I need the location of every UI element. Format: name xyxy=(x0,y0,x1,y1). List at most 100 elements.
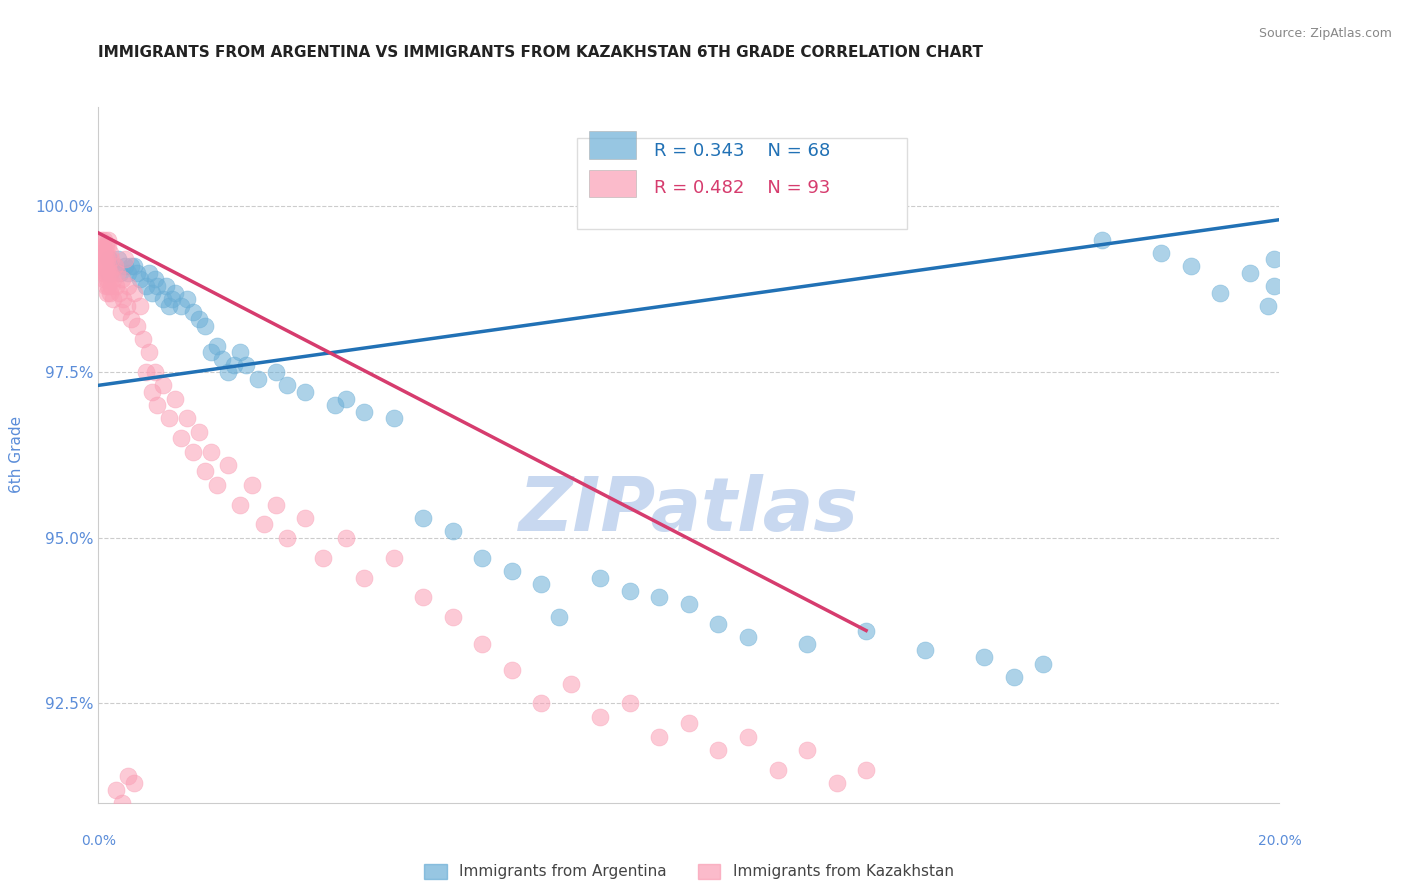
Point xyxy=(200,345,222,359)
Point xyxy=(90,233,112,247)
Point xyxy=(117,769,139,783)
Point xyxy=(98,252,121,267)
Point xyxy=(589,709,612,723)
Point xyxy=(678,597,700,611)
Point xyxy=(707,743,730,757)
Point xyxy=(1150,245,1173,260)
Point xyxy=(1180,259,1202,273)
Point xyxy=(353,405,375,419)
Point xyxy=(157,411,180,425)
Point xyxy=(141,384,163,399)
Point xyxy=(176,411,198,425)
Point xyxy=(97,239,120,253)
Point xyxy=(187,312,209,326)
Point xyxy=(678,716,700,731)
Point xyxy=(382,411,405,425)
Point xyxy=(138,266,160,280)
Point xyxy=(138,345,160,359)
Point xyxy=(170,299,193,313)
FancyBboxPatch shape xyxy=(589,131,636,159)
Point xyxy=(143,272,166,286)
Point xyxy=(135,365,157,379)
Point xyxy=(412,591,434,605)
Point xyxy=(93,259,115,273)
Point xyxy=(94,239,117,253)
Point xyxy=(973,650,995,665)
Point xyxy=(200,444,222,458)
Point xyxy=(94,266,117,280)
Point xyxy=(471,550,494,565)
Point xyxy=(141,285,163,300)
Point xyxy=(187,425,209,439)
Point xyxy=(766,763,789,777)
Point xyxy=(90,245,112,260)
Point xyxy=(157,299,180,313)
Point xyxy=(111,796,134,810)
Point xyxy=(229,345,252,359)
Point xyxy=(110,305,132,319)
Point xyxy=(825,776,848,790)
Point xyxy=(93,233,115,247)
Point xyxy=(122,285,145,300)
Point xyxy=(294,384,316,399)
Point xyxy=(264,498,287,512)
Point xyxy=(108,266,131,280)
Point xyxy=(353,570,375,584)
Point xyxy=(335,531,357,545)
Point xyxy=(176,292,198,306)
Point xyxy=(146,279,169,293)
Point xyxy=(181,444,204,458)
Point xyxy=(382,550,405,565)
Text: IMMIGRANTS FROM ARGENTINA VS IMMIGRANTS FROM KAZAKHSTAN 6TH GRADE CORRELATION CH: IMMIGRANTS FROM ARGENTINA VS IMMIGRANTS … xyxy=(98,45,983,60)
Point xyxy=(115,299,138,313)
Point xyxy=(143,365,166,379)
Point xyxy=(335,392,357,406)
Point xyxy=(98,266,121,280)
Point xyxy=(125,318,148,333)
Point xyxy=(648,591,671,605)
Point xyxy=(194,465,217,479)
Text: 20.0%: 20.0% xyxy=(1257,834,1302,848)
Legend: Immigrants from Argentina, Immigrants from Kazakhstan: Immigrants from Argentina, Immigrants fr… xyxy=(418,857,960,886)
Point xyxy=(91,239,114,253)
Point xyxy=(205,477,228,491)
Point xyxy=(170,431,193,445)
Point xyxy=(1209,285,1232,300)
Point xyxy=(100,279,122,293)
Point xyxy=(97,233,120,247)
Point xyxy=(98,266,121,280)
Point xyxy=(530,697,553,711)
Point xyxy=(146,398,169,412)
Point xyxy=(114,252,136,267)
Point xyxy=(96,285,118,300)
Point xyxy=(162,292,183,306)
Point xyxy=(122,259,145,273)
Point xyxy=(914,643,936,657)
Point xyxy=(97,259,120,273)
Point xyxy=(294,511,316,525)
Point xyxy=(1002,670,1025,684)
Point xyxy=(1091,233,1114,247)
Point xyxy=(737,630,759,644)
Point xyxy=(94,245,117,260)
Point xyxy=(240,477,263,491)
Point xyxy=(501,564,523,578)
Point xyxy=(98,266,121,280)
Point xyxy=(253,517,276,532)
Point xyxy=(112,292,135,306)
Point xyxy=(1263,279,1285,293)
Point xyxy=(224,359,246,373)
Point xyxy=(471,637,494,651)
Point xyxy=(91,266,114,280)
Point xyxy=(98,266,121,280)
Point xyxy=(441,524,464,538)
Point xyxy=(105,279,128,293)
Point xyxy=(152,292,174,306)
FancyBboxPatch shape xyxy=(576,138,907,229)
Point xyxy=(122,776,145,790)
Point xyxy=(104,259,127,273)
Point xyxy=(619,583,641,598)
Point xyxy=(530,577,553,591)
Point xyxy=(94,279,117,293)
Point xyxy=(205,338,228,352)
